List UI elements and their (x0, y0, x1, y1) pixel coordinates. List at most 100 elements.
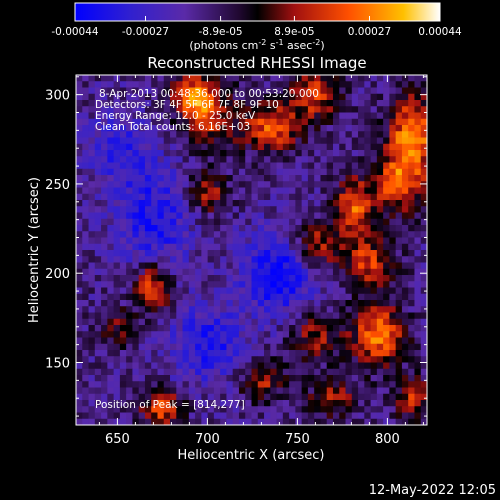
heatmap-cell (213, 131, 221, 138)
heatmap-cell (170, 93, 177, 101)
heatmap-cell (257, 212, 265, 220)
heatmap-cell (182, 81, 190, 88)
heatmap-cell (295, 375, 303, 382)
heatmap-cell (395, 300, 403, 307)
heatmap-cell (414, 387, 422, 395)
heatmap-cell (76, 381, 83, 388)
heatmap-cell (163, 256, 171, 263)
heatmap-cell (119, 393, 127, 401)
heatmap-cell (264, 406, 271, 413)
heatmap-cell (238, 168, 246, 176)
heatmap-cell (113, 231, 121, 238)
heatmap-cell (370, 225, 378, 232)
heatmap-cell (170, 175, 177, 182)
heatmap-cell (401, 331, 409, 338)
heatmap-cell (395, 243, 403, 251)
heatmap-cell (289, 343, 296, 351)
heatmap-cell (332, 200, 340, 207)
heatmap-cell (282, 318, 290, 326)
heatmap-cell (301, 125, 309, 132)
heatmap-cell (395, 168, 403, 176)
heatmap-cell (307, 81, 315, 88)
heatmap-cell (251, 300, 259, 307)
colorbar-tick-label: 0.00027 (348, 26, 391, 38)
heatmap-cell (376, 356, 384, 363)
colorbar-tick-label: 8.9e-05 (274, 26, 314, 38)
heatmap-cell (408, 156, 415, 163)
heatmap-cell (107, 262, 115, 270)
heatmap-cell (163, 87, 171, 95)
heatmap-cell (157, 93, 165, 101)
heatmap-cell (157, 412, 165, 420)
heatmap-cell (270, 131, 277, 138)
heatmap-cell (376, 325, 384, 332)
heatmap-cell (82, 368, 89, 376)
heatmap-cell (119, 275, 127, 282)
heatmap-cell (251, 106, 259, 113)
heatmap-cell (389, 312, 397, 320)
heatmap-cell (238, 118, 246, 126)
heatmap-cell (251, 75, 259, 82)
heatmap-cell (226, 143, 234, 151)
heatmap-cell (408, 362, 415, 370)
heatmap-cell (289, 318, 296, 326)
heatmap-cell (289, 187, 296, 195)
heatmap-cell (88, 131, 96, 138)
heatmap-cell (289, 112, 296, 120)
heatmap-cell (238, 187, 246, 195)
heatmap-cell (182, 406, 190, 413)
heatmap-cell (195, 256, 202, 263)
heatmap-cell (270, 262, 277, 270)
heatmap-cell (201, 212, 209, 220)
heatmap-cell (245, 387, 252, 395)
heatmap-cell (238, 406, 246, 413)
heatmap-cell (213, 262, 221, 270)
heatmap-cell (157, 400, 165, 407)
heatmap-cell (126, 143, 133, 151)
heatmap-cell (213, 350, 221, 357)
heatmap-cell (420, 337, 427, 345)
heatmap-cell (182, 87, 190, 95)
heatmap-cell (226, 381, 234, 388)
heatmap-cell (276, 212, 284, 220)
heatmap-cell (76, 268, 83, 276)
heatmap-cell (383, 387, 390, 395)
heatmap-cell (170, 381, 177, 388)
heatmap-cell (138, 156, 146, 163)
heatmap-cell (345, 268, 353, 276)
heatmap-cell (270, 162, 277, 170)
heatmap-cell (163, 81, 171, 88)
heatmap-cell (420, 150, 427, 157)
heatmap-cell (132, 387, 140, 395)
heatmap-cell (408, 237, 415, 245)
heatmap-cell (364, 243, 371, 251)
heatmap-cell (420, 275, 427, 282)
heatmap-cell (88, 375, 96, 382)
heatmap-cell (376, 75, 384, 82)
heatmap-cell (88, 381, 96, 388)
heatmap-cell (332, 125, 340, 132)
heatmap-cell (251, 412, 259, 420)
heatmap-cell (220, 343, 227, 351)
heatmap-cell (326, 318, 334, 326)
heatmap-cell (126, 262, 133, 270)
heatmap-cell (101, 350, 108, 357)
heatmap-cell (314, 150, 321, 157)
heatmap-cell (144, 406, 152, 413)
heatmap-cell (245, 200, 252, 207)
heatmap-cell (101, 387, 108, 395)
heatmap-cell (220, 218, 227, 226)
heatmap-cell (301, 75, 309, 82)
heatmap-cell (289, 81, 296, 88)
heatmap-cell (395, 75, 403, 82)
heatmap-cell (420, 181, 427, 188)
heatmap-cell (358, 256, 365, 263)
heatmap-cell (332, 112, 340, 120)
heatmap-cell (270, 300, 277, 307)
heatmap-cell (82, 143, 89, 151)
heatmap-cell (358, 337, 365, 345)
heatmap-cell (282, 237, 290, 245)
heatmap-cell (408, 300, 415, 307)
heatmap-cell (276, 231, 284, 238)
heatmap-cell (414, 356, 422, 363)
